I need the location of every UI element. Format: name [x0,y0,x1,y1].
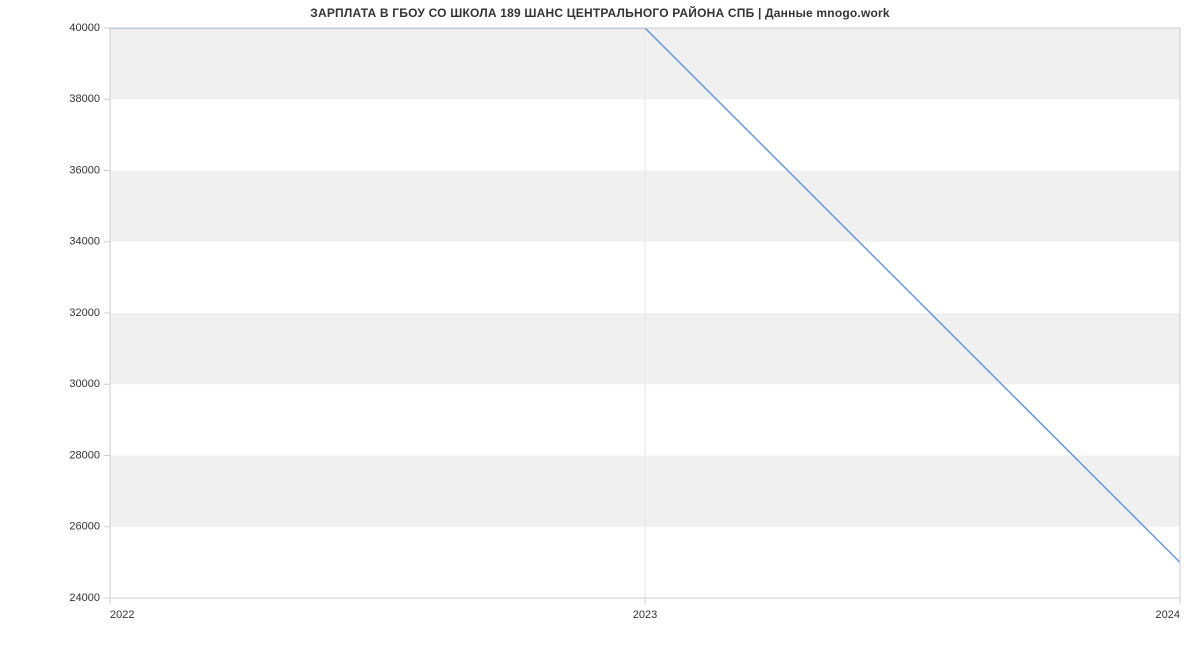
chart-container: ЗАРПЛАТА В ГБОУ СО ШКОЛА 189 ШАНС ЦЕНТРА… [0,0,1200,650]
y-tick-label: 28000 [69,449,100,461]
y-tick-label: 26000 [69,521,100,533]
y-tick-label: 38000 [69,93,100,105]
y-tick-label: 36000 [69,164,100,176]
x-tick-label: 2022 [110,609,134,621]
y-tick-label: 24000 [69,592,100,604]
x-tick-label: 2024 [1156,609,1180,621]
y-tick-label: 32000 [69,307,100,319]
y-tick-label: 34000 [69,236,100,248]
y-tick-label: 40000 [69,22,100,34]
chart-svg: 24000 26000 28000 30000 32000 34000 36000 38000… [0,0,1200,650]
y-tick-label: 30000 [69,378,100,390]
x-tick-label: 2023 [633,609,657,621]
